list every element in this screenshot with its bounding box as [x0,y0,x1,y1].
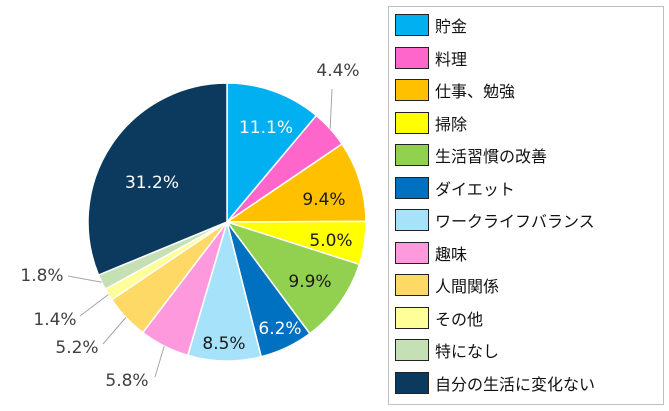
data-label-0: 11.1% [239,118,293,138]
leader-line-1 [329,88,333,129]
legend-swatch-relationships [395,274,429,296]
legend-swatch-lifestyle [395,144,429,166]
legend-item-cooking: 料理 [395,44,467,72]
data-label-10: 1.8% [20,266,63,286]
legend-item-work-life-balance: ワークライフバランス [395,206,595,234]
legend-label-hobby: 趣味 [435,244,468,264]
data-label-1: 4.4% [316,61,359,81]
legend-swatch-no-change [395,371,429,394]
legend-label-other: その他 [435,309,484,329]
legend-label-no-change: 自分の生活に変化ない [435,374,596,394]
legend-swatch-savings [395,14,429,36]
legend-label-cleaning: 掃除 [435,114,468,134]
leader-line-10 [67,275,102,283]
legend: 貯金 料理 仕事、勉強 掃除 生活習慣の改善 ダイエット ワークライフバランス [388,6,664,405]
legend-swatch-nothing-special [395,339,429,361]
legend-swatch-hobby [395,241,429,264]
legend-label-work-life-balance: ワークライフバランス [435,212,595,231]
data-label-11: 31.2% [125,173,179,193]
leader-line-7 [154,345,165,378]
legend-swatch-cleaning [395,111,429,134]
legend-label-work-study: 仕事、勉強 [435,82,516,101]
leader-line-8 [102,317,127,345]
legend-swatch-other [395,306,429,329]
legend-label-lifestyle: 生活習慣の改善 [435,147,548,166]
legend-item-other: その他 [395,304,483,332]
legend-swatch-work-study [395,79,429,101]
leader-line-9 [79,294,109,317]
slice-2 [224,142,367,223]
data-label-8: 5.2% [55,338,98,358]
data-label-6: 8.5% [202,334,245,354]
data-label-5: 6.2% [258,319,301,339]
legend-swatch-cooking [395,46,429,69]
legend-label-cooking: 料理 [435,49,468,69]
legend-item-work-study: 仕事、勉強 [395,76,515,104]
legend-item-lifestyle: 生活習慣の改善 [395,141,547,169]
legend-item-nothing-special: 特になし [395,336,499,364]
data-label-7: 5.8% [105,371,148,391]
legend-item-no-change: 自分の生活に変化ない [395,369,595,397]
data-label-3: 5.0% [309,231,352,251]
legend-item-hobby: 趣味 [395,239,467,267]
legend-swatch-diet [395,176,429,199]
slice-0 [226,82,318,225]
legend-item-relationships: 人間関係 [395,271,499,299]
legend-label-diet: ダイエット [435,179,515,199]
data-label-9: 1.4% [33,310,76,330]
legend-item-savings: 貯金 [395,11,467,39]
legend-label-nothing-special: 特になし [435,342,500,361]
slice-4 [225,220,361,335]
legend-label-savings: 貯金 [435,17,468,36]
legend-item-cleaning: 掃除 [395,109,467,137]
data-label-4: 9.9% [288,272,331,292]
slice-11 [87,82,228,277]
legend-swatch-work-life-balance [395,209,429,231]
legend-item-diet: ダイエット [395,174,515,202]
legend-label-relationships: 人間関係 [435,277,500,296]
data-label-2: 9.4% [302,190,345,210]
pie-chart: 11.1% 4.4% 9.4% 5.0% 9.9% 6.2% 8.5% 5.8% 5.2% 1.4… [20,61,367,391]
